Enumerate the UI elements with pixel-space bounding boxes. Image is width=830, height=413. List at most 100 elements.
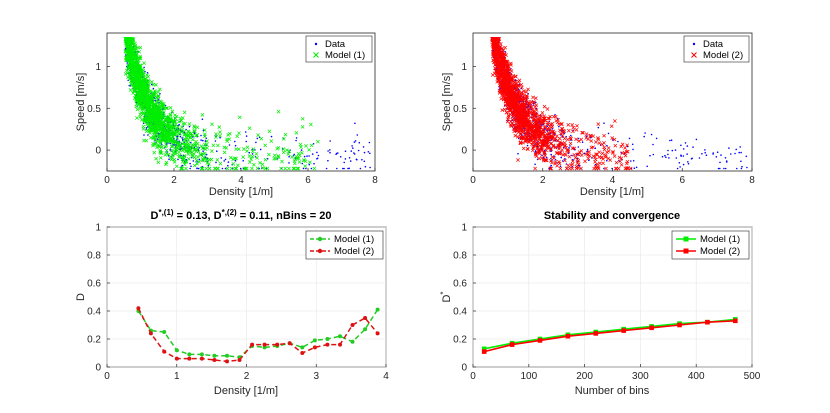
data-point: [649, 154, 651, 157]
data-point: [216, 150, 218, 152]
data-point: [310, 167, 313, 170]
model-point: [201, 158, 205, 163]
model-point: [158, 156, 163, 160]
data-point: [259, 148, 262, 151]
x-tick-label: 4: [238, 175, 244, 186]
data-point: [363, 151, 366, 154]
data-point: [643, 135, 645, 138]
data-point: [295, 137, 298, 139]
x-axis-label: Density [1/m]: [209, 186, 273, 198]
data-point: [526, 144, 529, 147]
model-point: [186, 138, 191, 142]
panel-scatter-model2: 0 2 4 6 800.51 Density [1/m] Speed [m/s] Dat…: [441, 32, 755, 198]
data-point: [145, 127, 148, 129]
data-point: [728, 147, 730, 149]
data-point: [189, 162, 191, 165]
model-point: [231, 157, 235, 162]
data-point: [369, 166, 371, 169]
model-point: [190, 150, 194, 155]
data-point: [680, 144, 682, 147]
data-point: [716, 151, 719, 153]
data-point: [350, 150, 353, 152]
model-point: [183, 160, 188, 164]
data-point: [301, 162, 304, 165]
data-point: [168, 158, 170, 161]
data-point: [202, 150, 204, 152]
model-point: [243, 166, 248, 171]
data-point: [200, 134, 202, 137]
data-point: [348, 157, 351, 159]
model-point: [177, 150, 181, 155]
data-point: [189, 167, 191, 170]
data-point: [668, 157, 670, 159]
data-point: [185, 158, 187, 161]
data-point: [562, 160, 564, 162]
data-point: [569, 145, 571, 147]
data-point: [343, 167, 345, 170]
legend: Data Model (1): [305, 35, 373, 63]
data-point: [234, 144, 237, 147]
data-point: [650, 133, 653, 136]
data-point: [288, 155, 290, 158]
data-point: [344, 150, 347, 152]
model-point: [232, 156, 237, 161]
y-tick-label: 1: [95, 62, 101, 73]
data-point: [143, 134, 145, 136]
data-point: [335, 153, 337, 155]
model-point: [190, 137, 195, 142]
data-point: [559, 165, 562, 168]
data-point: [348, 167, 351, 170]
data-point: [349, 160, 352, 162]
data-point: [581, 141, 584, 143]
data-point: [177, 158, 179, 161]
data-point: [678, 162, 681, 164]
model-point: [172, 160, 177, 164]
model-point: [170, 109, 175, 114]
data-point: [308, 155, 310, 157]
data-point: [327, 159, 329, 162]
data-point: [661, 155, 664, 158]
data-point: [343, 161, 346, 164]
data-point: [704, 149, 706, 151]
model-point: [190, 154, 195, 158]
data-point: [682, 148, 685, 150]
data-point: [723, 167, 725, 170]
model-point: [139, 117, 144, 122]
data-point: [192, 136, 194, 138]
model-point: [210, 149, 214, 153]
data-point: [571, 154, 573, 157]
model-point: [267, 129, 272, 134]
data-point: [551, 128, 554, 130]
model-point: [236, 163, 240, 168]
model-point: [213, 166, 217, 171]
data-point: [712, 153, 714, 155]
data-point: [570, 134, 572, 137]
data-point: [352, 147, 354, 149]
data-point: [329, 140, 332, 142]
model-point: [241, 155, 246, 159]
data-point: [665, 156, 667, 159]
data-point: [741, 165, 743, 168]
model-point: [236, 147, 241, 152]
data-point: [550, 164, 552, 167]
data-point: [541, 154, 543, 156]
data-point: [356, 134, 359, 136]
model-point: [155, 100, 159, 105]
data-point: [632, 160, 635, 162]
data-point: [671, 149, 674, 152]
model-point: [252, 162, 256, 167]
data-point: [152, 87, 155, 90]
model-point: [179, 118, 184, 123]
data-point: [305, 167, 307, 170]
data-point: [367, 151, 370, 153]
data-point: [344, 158, 347, 160]
data-point: [701, 153, 703, 155]
y-axis-label: Speed [m/s]: [75, 73, 87, 132]
model-point: [267, 152, 271, 157]
data-point: [126, 62, 128, 64]
model-point: [296, 151, 301, 156]
data-point: [245, 140, 247, 143]
data-point: [215, 161, 217, 164]
data-point: [316, 151, 318, 154]
model-point: [155, 145, 159, 150]
